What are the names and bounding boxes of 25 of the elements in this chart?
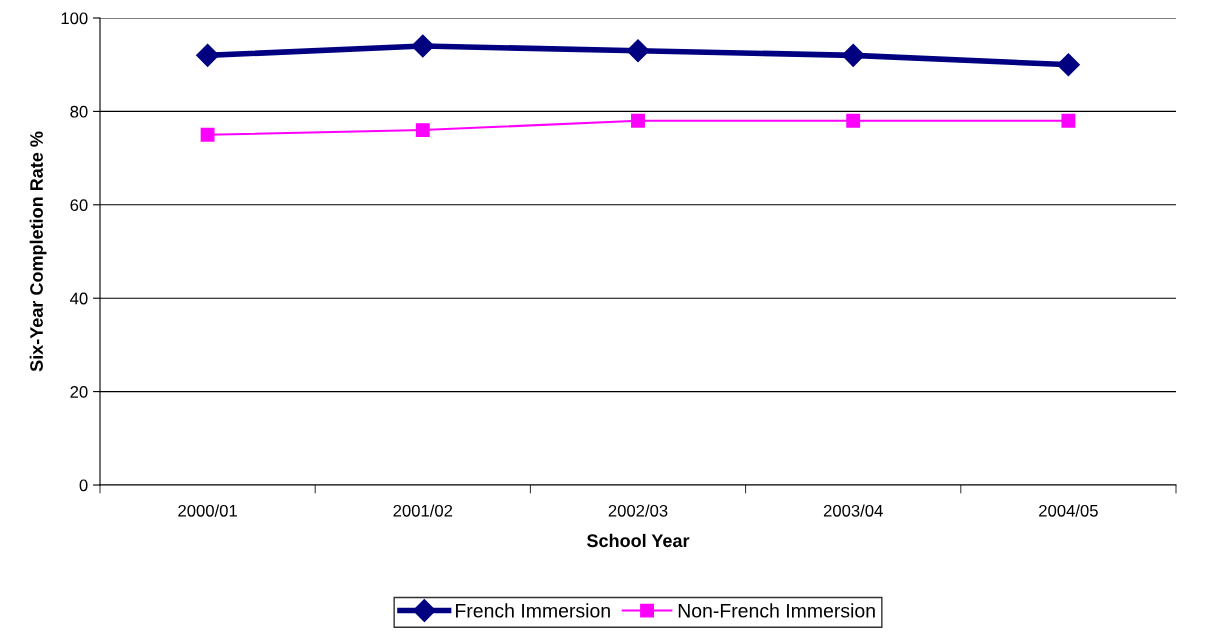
x-tick-label: 2004/05 [1039, 504, 1098, 517]
y-tick-label: 20 [70, 386, 88, 398]
x-tick-label: 2002/03 [608, 504, 668, 517]
point [415, 123, 430, 138]
x-tick-label: 2000/01 [178, 504, 237, 517]
point [196, 43, 220, 67]
point [200, 127, 215, 142]
point [626, 39, 650, 63]
x-axis-title: School Year [587, 533, 690, 548]
legend-label: Non-French Immersion [678, 603, 875, 618]
point [631, 113, 645, 128]
point [1056, 53, 1080, 77]
point [841, 43, 865, 67]
point [1061, 113, 1076, 128]
y-tick-label: 40 [70, 292, 88, 305]
x-tick-label: 2001/02 [393, 504, 453, 517]
y-tick-label: 100 [61, 12, 88, 25]
y-tick-label: 80 [70, 105, 88, 118]
x-tick-label: 2003/04 [823, 504, 883, 517]
y-axis-title: Six-Year Completion Rate % [29, 131, 47, 372]
point [846, 113, 861, 128]
y-tick-label: 0 [79, 479, 88, 492]
legend-label: French Immersion [456, 603, 610, 618]
point [411, 34, 435, 58]
y-tick-label: 60 [70, 199, 88, 211]
